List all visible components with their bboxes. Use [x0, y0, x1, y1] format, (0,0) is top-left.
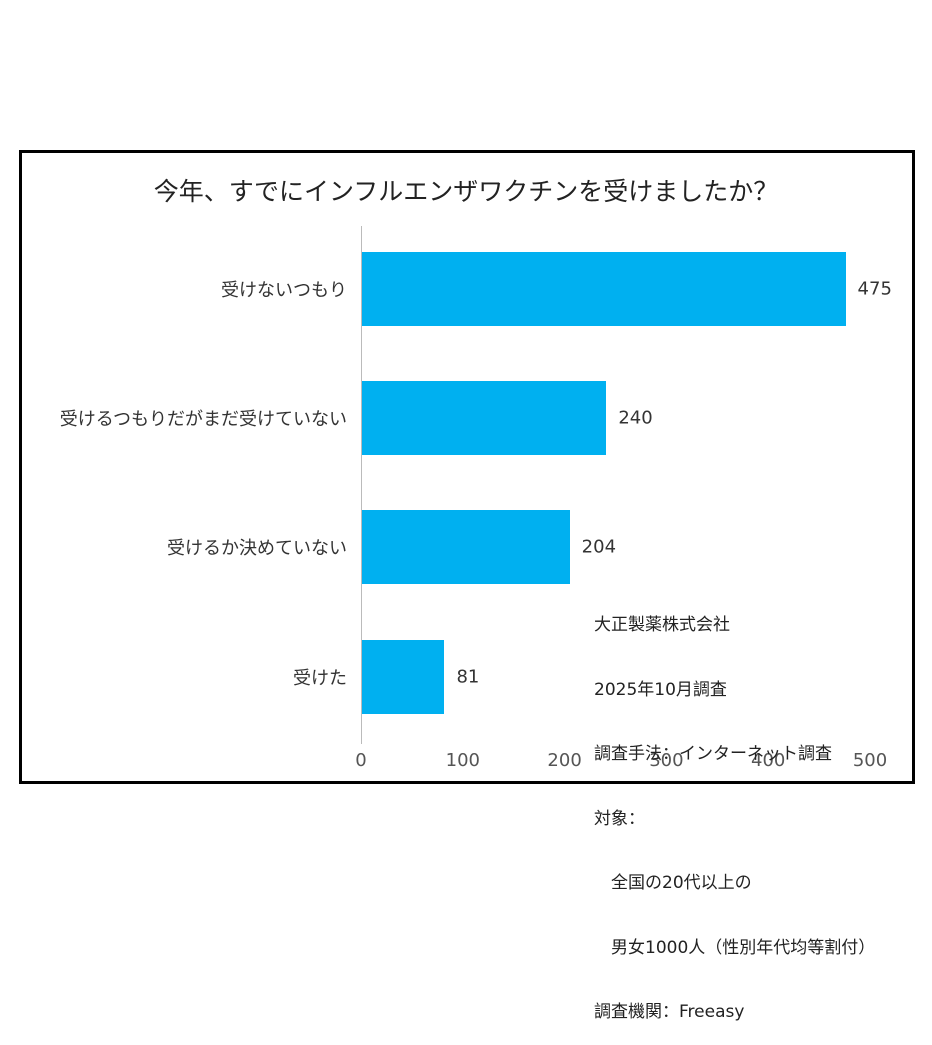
note-line: 調査機関：Freeasy [594, 1002, 745, 1022]
note-line: 対象： [594, 808, 645, 829]
category-label: 受けるか決めていない [167, 538, 347, 559]
x-tick-label: 400 [751, 750, 786, 771]
value-label: 81 [456, 666, 480, 688]
x-tick-label: 0 [355, 750, 367, 771]
bar [362, 381, 607, 455]
note-line: 大正製薬株式会社 [594, 615, 730, 635]
note-line: 全国の20代以上の [594, 873, 752, 893]
category-label: 受けた [293, 668, 347, 689]
bar [362, 510, 570, 584]
category-label: 受けるつもりだがまだ受けていない [59, 409, 347, 430]
note-line: 男女1000人（性別年代均等割付） [594, 937, 876, 958]
x-tick-label: 500 [852, 750, 888, 771]
survey-note: 大正製薬株式会社 2025年10月調査 調査手法：インターネット調査 対象： 全… [594, 572, 875, 1045]
note-line: 調査手法：インターネット調査 [594, 744, 832, 764]
x-tick-label: 200 [547, 750, 582, 771]
chart-title: 今年、すでにインフルエンザワクチンを受けましたか？ [153, 177, 779, 206]
value-label: 475 [857, 278, 892, 300]
value-label: 204 [581, 536, 617, 558]
x-tick-label: 100 [445, 750, 480, 771]
x-tick-label: 300 [649, 750, 684, 771]
category-label: 受けないつもり [221, 280, 347, 301]
note-line: 2025年10月調査 [594, 679, 727, 700]
y-axis-line [361, 226, 362, 744]
bar [362, 640, 445, 714]
bar [362, 252, 846, 326]
value-label: 240 [618, 407, 653, 429]
